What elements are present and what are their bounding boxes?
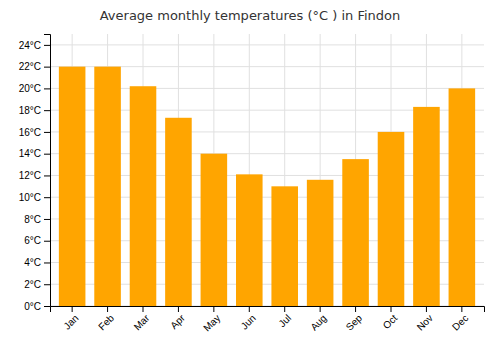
bar (165, 118, 192, 306)
tick-mark (107, 306, 108, 312)
tick-mark (213, 306, 214, 312)
bar (94, 67, 121, 306)
plot: 0°C 2°C 4°C 6°C 8°C 10°C 12°C 14°C 16°C 18°C 20°C 2… (19, 34, 485, 334)
tick-mark (44, 197, 50, 198)
tick-mark (44, 110, 50, 111)
tick: 18°C (19, 105, 50, 116)
tick-mark (44, 67, 50, 68)
tick: Mar (132, 306, 152, 332)
axis-line (44, 35, 51, 307)
tick-mark (72, 306, 73, 312)
tick: 8°C (24, 214, 50, 225)
tick-mark (44, 241, 50, 242)
tick-mark (44, 175, 50, 176)
tick: Oct (381, 306, 400, 331)
tick-mark (320, 306, 321, 312)
tick-mark (44, 154, 50, 155)
tick-label: Apr (168, 312, 187, 331)
tick-label: 18°C (19, 105, 41, 116)
tick-mark (44, 284, 50, 285)
tick: May (201, 306, 222, 334)
tick: Aug (308, 306, 328, 333)
tick: Jun (239, 306, 258, 332)
y-axis: 0°C 2°C 4°C 6°C 8°C 10°C 12°C 14°C 16°C 18°C 20°C 2… (19, 35, 51, 312)
grid (50, 34, 484, 306)
tick-label: May (201, 312, 222, 333)
tick: 12°C (19, 170, 50, 181)
tick-label: 4°C (24, 257, 41, 268)
bar (271, 186, 298, 306)
tick: Dec (450, 306, 470, 333)
tick-label: 2°C (24, 279, 41, 290)
tick-label: Aug (308, 312, 328, 332)
tick-mark (249, 306, 250, 312)
tick: Sep (344, 306, 365, 333)
tick-label: Sep (344, 312, 365, 333)
chart: 0°C 2°C 4°C 6°C 8°C 10°C 12°C 14°C 16°C 18°C 20°C 2… (0, 0, 500, 350)
tick-label: 8°C (24, 214, 41, 225)
tick-mark (143, 306, 144, 312)
tick: 24°C (19, 40, 50, 51)
bar (307, 180, 334, 306)
tick: 16°C (19, 127, 50, 138)
tick-label: 6°C (24, 235, 41, 246)
bar (236, 174, 263, 306)
tick: Apr (168, 306, 187, 331)
tick-label: Mar (132, 312, 152, 332)
tick-mark (355, 306, 356, 312)
tick-label: Jan (61, 312, 80, 331)
tick-mark (284, 306, 285, 312)
tick: Jul (276, 306, 293, 329)
tick: 6°C (24, 235, 50, 246)
tick: 2°C (24, 279, 50, 290)
tick-mark (461, 306, 462, 312)
tick-mark (44, 219, 50, 220)
tick-label: Dec (450, 312, 470, 332)
tick: 0°C (24, 301, 50, 312)
tick-label: 10°C (19, 192, 41, 203)
tick-label: 16°C (19, 127, 41, 138)
tick: Nov (415, 306, 435, 333)
bars (59, 67, 475, 306)
bar (413, 107, 440, 306)
tick-mark (426, 306, 427, 312)
tick-mark (44, 45, 50, 46)
tick-label: 22°C (19, 61, 41, 72)
tick: Feb (96, 306, 116, 332)
tick-mark (44, 88, 50, 89)
bar (130, 86, 157, 306)
tick-mark (178, 306, 179, 312)
title: Average monthly temperatures (°C ) in Fi… (100, 8, 401, 23)
bar (449, 88, 476, 306)
tick-label: 12°C (19, 170, 41, 181)
grid-line (50, 44, 484, 45)
tick: 4°C (24, 257, 50, 268)
tick-label: 20°C (19, 83, 41, 94)
x-axis: Jan Feb Mar Apr May Jun Jul Aug Sep Oct Nov Dec (51, 306, 485, 334)
tick: Jan (61, 306, 80, 332)
bar (59, 67, 86, 306)
tick: 10°C (19, 192, 50, 203)
bar (378, 132, 405, 306)
tick-label: Oct (381, 312, 400, 331)
tick: 14°C (19, 148, 50, 159)
tick-label: Nov (415, 312, 435, 332)
tick-mark (391, 306, 392, 312)
tick: 20°C (19, 83, 50, 94)
tick-label: Feb (96, 312, 116, 332)
axis-line (51, 307, 485, 313)
bar (201, 154, 228, 306)
bar (342, 159, 369, 306)
tick: 22°C (19, 61, 50, 72)
tick-label: 14°C (19, 148, 41, 159)
tick-mark (44, 132, 50, 133)
tick-mark (44, 262, 50, 263)
tick-mark (44, 306, 50, 307)
tick-label: Jun (239, 312, 258, 331)
tick-label: 0°C (24, 301, 41, 312)
tick-label: 24°C (19, 40, 41, 51)
tick-label: Jul (276, 312, 293, 329)
